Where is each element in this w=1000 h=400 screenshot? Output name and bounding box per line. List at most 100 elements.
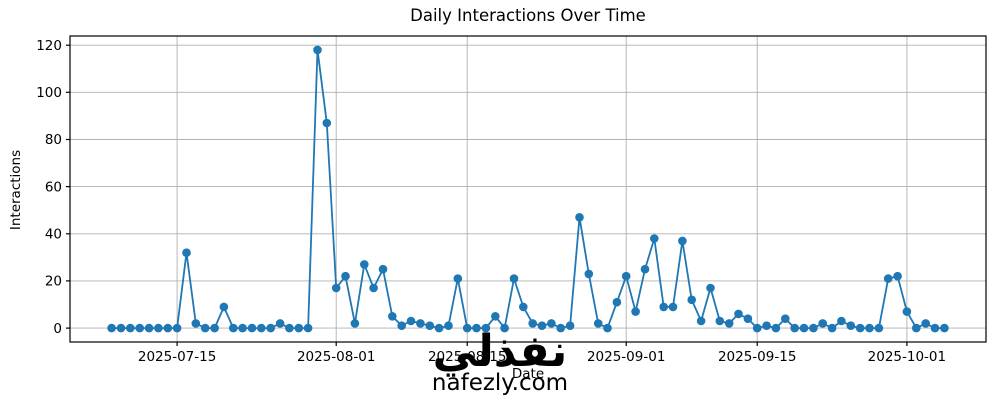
- data-point: [752, 323, 762, 333]
- data-point: [462, 323, 472, 333]
- data-point: [621, 271, 631, 281]
- data-point: [902, 307, 912, 316]
- data-point: [846, 321, 856, 331]
- data-point: [930, 323, 940, 333]
- data-point: [154, 323, 163, 333]
- data-point: [107, 323, 116, 333]
- data-point: [144, 323, 154, 333]
- data-point: [135, 323, 144, 333]
- data-point: [126, 323, 135, 333]
- y-tick-label: 20: [45, 274, 62, 290]
- data-point: [285, 323, 294, 333]
- y-tick-label: 100: [36, 85, 62, 101]
- x-tick-label: 2025-07-15: [138, 349, 216, 365]
- data-point: [668, 302, 678, 312]
- data-point: [369, 283, 378, 293]
- data-point: [257, 323, 266, 333]
- data-point: [406, 316, 416, 326]
- data-point: [940, 323, 949, 333]
- data-point: [481, 323, 491, 333]
- data-point: [762, 321, 771, 331]
- data-point: [912, 323, 921, 333]
- chart-title: Daily Interactions Over Time: [410, 6, 646, 25]
- data-point: [771, 323, 781, 333]
- data-point: [537, 321, 547, 331]
- data-point: [210, 323, 219, 333]
- data-point: [631, 307, 640, 316]
- y-axis-label: Interactions: [8, 149, 24, 231]
- data-point: [519, 302, 528, 312]
- data-point: [893, 271, 902, 281]
- data-point: [809, 323, 818, 333]
- data-point: [687, 295, 696, 305]
- data-point: [584, 269, 594, 279]
- data-point: [528, 319, 537, 328]
- data-point: [715, 316, 725, 326]
- y-tick-label: 0: [53, 321, 62, 337]
- data-point: [837, 316, 846, 326]
- data-point: [434, 323, 444, 333]
- x-tick-label: 2025-10-01: [868, 349, 946, 365]
- x-axis-label: Date: [511, 366, 545, 382]
- y-tick-label: 60: [45, 179, 62, 195]
- data-point: [238, 323, 247, 333]
- y-tick-label: 120: [36, 38, 62, 54]
- data-point: [696, 316, 706, 326]
- data-series-line: [111, 49, 945, 330]
- data-point: [734, 309, 743, 319]
- data-point: [650, 234, 659, 243]
- data-point: [818, 319, 827, 328]
- y-tick-label: 40: [45, 227, 62, 243]
- data-point: [883, 274, 893, 283]
- data-point: [790, 323, 799, 333]
- data-point: [575, 213, 584, 222]
- data-point: [303, 323, 313, 333]
- data-point: [182, 248, 191, 257]
- data-point: [865, 323, 874, 333]
- data-point: [565, 321, 575, 331]
- data-point: [266, 323, 276, 333]
- data-point: [172, 323, 182, 333]
- data-point: [781, 314, 790, 324]
- x-tick-label: 2025-09-01: [587, 349, 665, 365]
- data-point: [378, 264, 388, 274]
- data-point: [322, 118, 332, 128]
- data-point: [724, 319, 734, 328]
- data-point: [500, 323, 509, 333]
- x-tick-label: 2025-08-15: [428, 349, 506, 365]
- data-point: [229, 323, 238, 333]
- data-point: [350, 319, 360, 328]
- data-point: [453, 274, 463, 283]
- data-point: [799, 323, 809, 333]
- data-point: [612, 297, 622, 307]
- data-point: [388, 312, 397, 321]
- data-point: [275, 319, 285, 328]
- data-point: [827, 323, 837, 333]
- y-tick-label: 80: [45, 132, 62, 148]
- data-point: [472, 323, 481, 333]
- data-point: [360, 260, 369, 269]
- data-point: [874, 323, 884, 333]
- data-point: [341, 271, 350, 281]
- data-point: [921, 319, 930, 328]
- data-point: [191, 319, 201, 328]
- data-point: [294, 323, 304, 333]
- data-point: [640, 264, 650, 274]
- data-point: [603, 323, 612, 333]
- x-tick-label: 2025-08-01: [297, 349, 375, 365]
- data-point: [491, 312, 500, 321]
- data-point: [416, 319, 425, 328]
- data-point: [509, 274, 519, 283]
- data-point: [163, 323, 173, 333]
- data-point: [397, 321, 407, 331]
- plot-border: [69, 35, 987, 343]
- x-tick-label: 2025-09-15: [718, 349, 796, 365]
- data-point: [331, 283, 341, 293]
- data-point: [743, 314, 753, 324]
- data-point: [547, 319, 556, 328]
- data-point: [425, 321, 435, 331]
- data-point: [659, 302, 668, 312]
- data-point: [556, 323, 565, 333]
